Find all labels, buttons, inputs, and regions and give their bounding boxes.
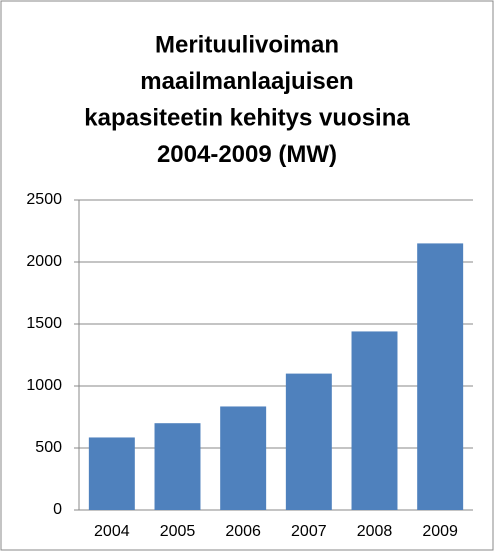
x-tick-label: 2006 bbox=[225, 523, 261, 540]
x-tick-label: 2004 bbox=[94, 523, 130, 540]
bar bbox=[417, 243, 464, 510]
bar bbox=[351, 331, 398, 510]
chart-title: maailmanlaajuisen bbox=[140, 68, 353, 95]
chart-title: kapasiteetin kehitys vuosina bbox=[84, 104, 410, 131]
y-tick-label: 1500 bbox=[26, 315, 62, 332]
chart-title: Merituulivoiman bbox=[155, 31, 339, 58]
bar bbox=[285, 373, 332, 510]
bar bbox=[88, 437, 135, 510]
x-tick-label: 2008 bbox=[357, 523, 393, 540]
y-tick-label: 1000 bbox=[26, 377, 62, 394]
y-tick-label: 2500 bbox=[26, 191, 62, 208]
x-tick-label: 2007 bbox=[291, 523, 327, 540]
bar bbox=[154, 423, 201, 510]
bar bbox=[220, 406, 267, 510]
x-tick-label: 2005 bbox=[160, 523, 196, 540]
x-tick-label: 2009 bbox=[422, 523, 458, 540]
y-tick-label: 500 bbox=[35, 439, 62, 456]
y-tick-label: 0 bbox=[53, 501, 62, 518]
chart-title: 2004-2009 (MW) bbox=[157, 141, 337, 168]
y-tick-label: 2000 bbox=[26, 253, 62, 270]
